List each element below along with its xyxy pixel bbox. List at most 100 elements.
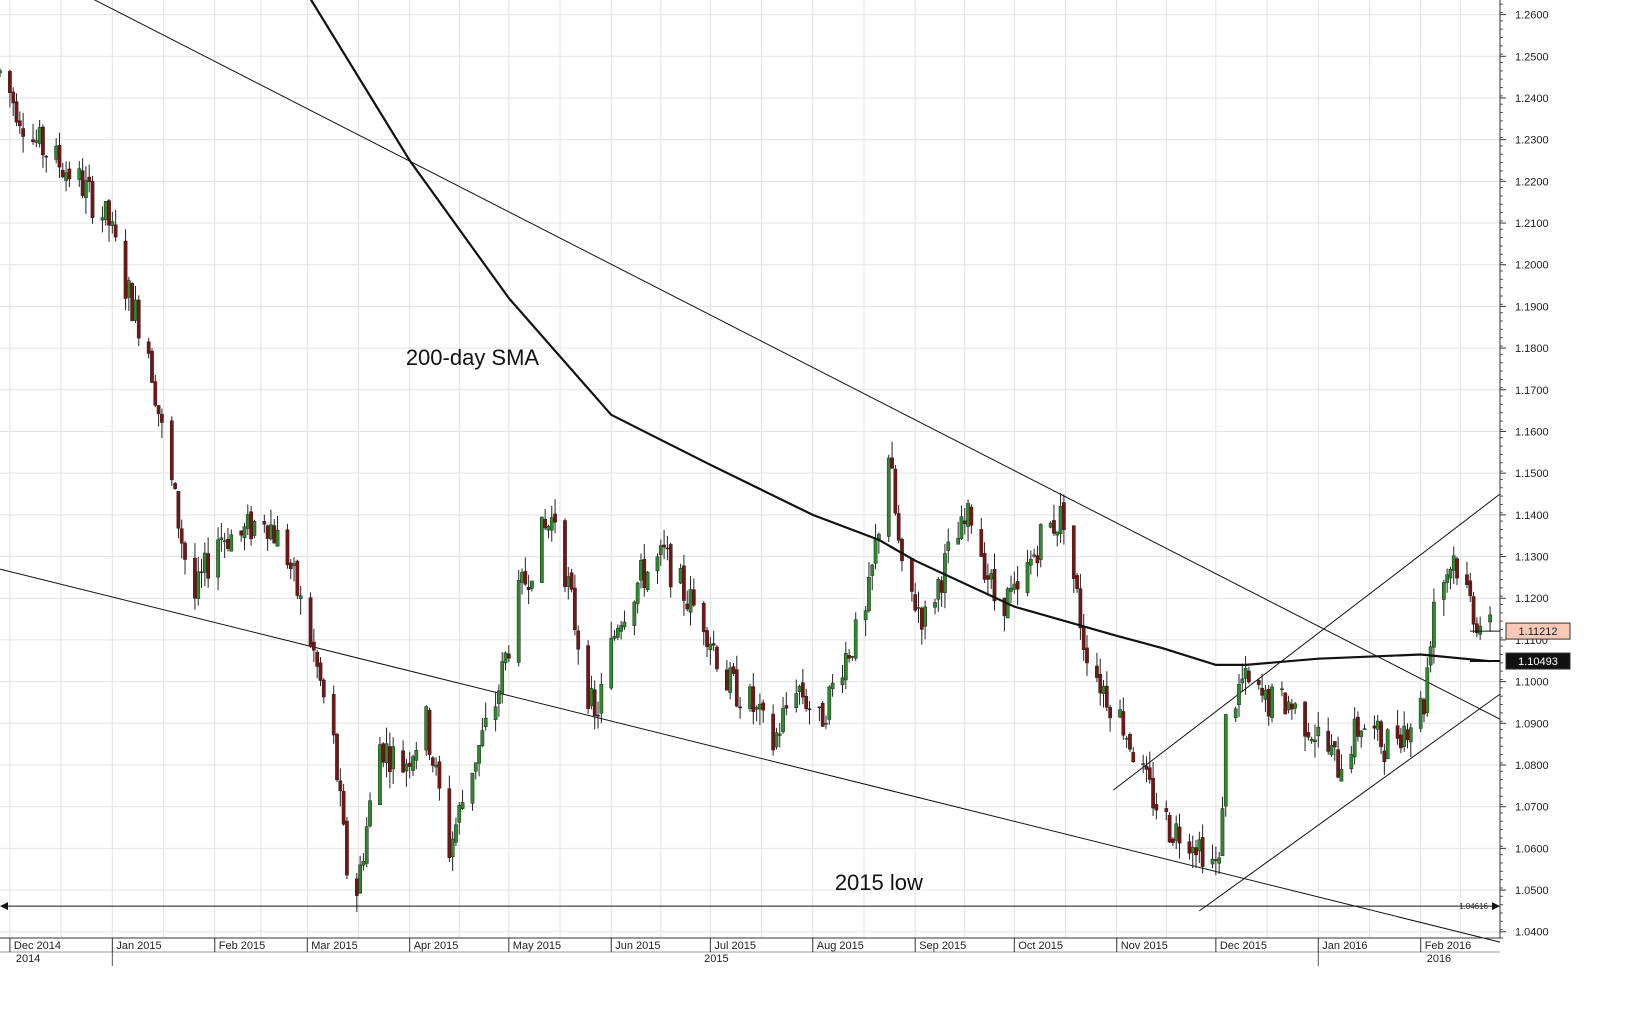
- candle-body: [1121, 711, 1126, 736]
- candle-body: [1078, 588, 1083, 629]
- candle-body: [662, 544, 666, 548]
- candle-body: [315, 651, 320, 667]
- candle-body: [678, 567, 683, 584]
- candle-body: [295, 560, 300, 596]
- candle-body: [738, 706, 742, 709]
- candle-body: [222, 540, 227, 542]
- candle-body: [655, 556, 660, 572]
- candle-body: [853, 619, 858, 659]
- candle-body: [1339, 769, 1344, 782]
- candle-body: [569, 572, 574, 590]
- candle-body: [1270, 686, 1274, 718]
- candle-body: [553, 513, 557, 523]
- candle-body: [989, 573, 994, 580]
- candle-body: [391, 746, 396, 770]
- candle-body: [516, 580, 521, 663]
- candle-body: [754, 706, 759, 710]
- candle-body: [824, 723, 828, 725]
- candle-body: [1455, 558, 1459, 579]
- candle-body: [886, 457, 891, 537]
- candle-body: [1402, 725, 1407, 747]
- candle-body: [14, 101, 19, 123]
- x-year-label: 2014: [16, 953, 40, 965]
- candle-body: [1332, 741, 1337, 748]
- candle-body: [801, 682, 805, 698]
- y-tick-label: 1.1600: [1515, 426, 1549, 438]
- candle-body: [1309, 738, 1314, 742]
- candle-body: [460, 802, 465, 809]
- y-tick-label: 1.0500: [1515, 885, 1549, 897]
- y-tick-label: 1.1500: [1515, 468, 1549, 480]
- sma-200-line: [309, 0, 1491, 667]
- candle-body: [896, 513, 901, 541]
- candle-body: [1095, 665, 1099, 678]
- candle-body: [0, 70, 2, 74]
- sma-line-group: [309, 0, 1491, 667]
- candle-body: [1055, 531, 1060, 536]
- candle-body: [771, 713, 775, 751]
- candle-body: [1085, 647, 1089, 664]
- y-tick-label: 1.2300: [1515, 135, 1549, 147]
- candle-body: [962, 520, 967, 525]
- candle-body: [635, 582, 640, 604]
- candle-body: [1240, 678, 1245, 684]
- candle-body: [540, 516, 544, 583]
- candle-body: [1385, 729, 1390, 760]
- candle-body: [500, 661, 505, 694]
- candle-body: [1171, 838, 1175, 843]
- candle-body: [430, 757, 435, 766]
- candle-body: [401, 750, 405, 773]
- candle-body: [285, 529, 290, 566]
- candle-body: [946, 541, 951, 551]
- annotation-low: 2015 low: [835, 870, 923, 895]
- candle-body: [1035, 555, 1040, 564]
- candle-body: [1141, 763, 1146, 765]
- candle-body: [169, 420, 174, 481]
- candle-body: [368, 800, 372, 827]
- candle-body: [480, 730, 485, 747]
- x-year-label: 2016: [1427, 953, 1451, 965]
- candle-body: [407, 762, 412, 767]
- candle-body: [1280, 688, 1284, 690]
- candle-body: [150, 350, 154, 383]
- candle-body: [936, 579, 941, 600]
- x-month-label: Mar 2015: [311, 940, 357, 952]
- candle-body: [632, 601, 637, 626]
- candle-body: [1375, 720, 1380, 730]
- candle-body: [1052, 520, 1056, 534]
- candle-body: [84, 180, 88, 199]
- plot-background: [0, 0, 1500, 938]
- candle-body: [341, 790, 346, 825]
- candle-body: [1071, 525, 1076, 580]
- candle-body: [573, 587, 577, 630]
- candle-body: [1468, 580, 1473, 597]
- candle-body: [1256, 680, 1261, 685]
- candle-body: [1131, 752, 1136, 762]
- x-month-label: Oct 2015: [1018, 940, 1063, 952]
- candle-body: [354, 878, 359, 896]
- candle-body: [1247, 670, 1251, 683]
- x-month-label: Aug 2015: [817, 940, 864, 952]
- candle-body: [54, 145, 59, 160]
- candle-body: [388, 746, 392, 772]
- candle-body: [1038, 524, 1043, 560]
- candle-body: [840, 677, 845, 686]
- candle-body: [576, 630, 581, 650]
- y-tick-label: 1.2200: [1515, 176, 1549, 188]
- candle-body: [1062, 502, 1066, 530]
- candle-body: [219, 537, 224, 541]
- candle-body: [1399, 734, 1403, 749]
- y-tick-label: 1.2600: [1515, 10, 1549, 22]
- candle-body: [249, 511, 253, 540]
- x-axis: Dec 2014 Jan 2015 Feb 2015 Mar 2015 Apr 2015…: [0, 937, 1500, 966]
- x-month-label: Jul 2015: [714, 940, 756, 952]
- candle-body: [1144, 765, 1149, 770]
- candle-body: [21, 128, 25, 137]
- candle-body: [146, 341, 151, 354]
- candle-body: [1101, 685, 1106, 695]
- y-tick-label: 1.0900: [1515, 718, 1549, 730]
- candle-body: [708, 643, 713, 651]
- candle-body: [338, 780, 343, 792]
- candle-body: [1362, 728, 1367, 730]
- candle-body: [454, 824, 458, 843]
